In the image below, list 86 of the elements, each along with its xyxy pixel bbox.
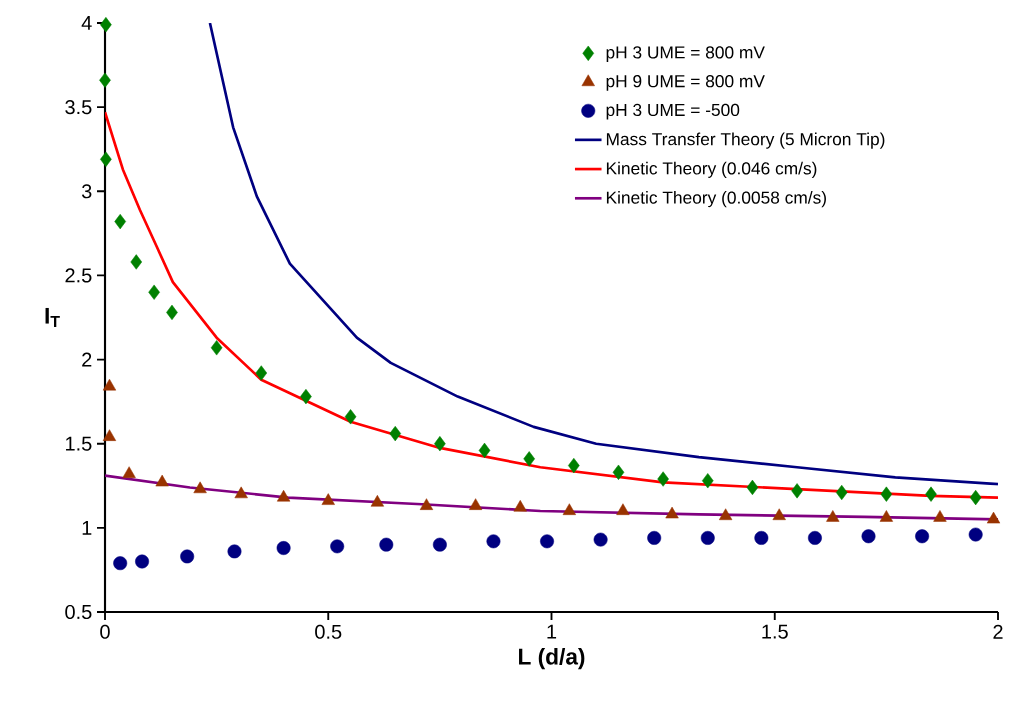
y-tick-label: 1	[82, 520, 92, 535]
point	[379, 537, 394, 552]
line-series	[208, 22, 998, 486]
point	[276, 489, 291, 502]
point	[540, 534, 554, 549]
point	[879, 510, 893, 522]
x-tick-label: 0.5	[315, 624, 342, 639]
legend-label: Mass Transfer Theory (5 Micron Tip)	[606, 132, 885, 149]
point	[486, 534, 501, 549]
point	[370, 495, 384, 507]
x-tick-label: 0	[100, 624, 110, 639]
point	[122, 466, 136, 478]
point	[389, 426, 401, 442]
point	[276, 541, 291, 555]
point	[647, 531, 662, 545]
legend-label: Kinetic Theory (0.0058 cm/s)	[606, 191, 826, 208]
point	[114, 213, 126, 230]
legend-label: pH 9 UME = 800 mV	[606, 75, 765, 91]
point	[478, 442, 491, 459]
point	[612, 464, 625, 480]
legend-label: pH 3 UME = -500	[606, 103, 740, 120]
y-axis-title: I$_{T}$	[45, 307, 60, 328]
y-tick-label: 0.5	[65, 604, 92, 620]
point	[432, 537, 447, 552]
point	[135, 554, 149, 569]
point	[113, 556, 128, 571]
point	[100, 17, 112, 33]
y-tick-label: 2.5	[65, 268, 92, 283]
point	[166, 304, 178, 321]
point	[700, 531, 715, 545]
legend-label: pH 3 UME = 800 mV	[606, 46, 765, 62]
point	[234, 486, 248, 499]
x-tick-label: 1	[547, 624, 557, 639]
y-tick-label: 4	[81, 16, 92, 30]
point	[754, 531, 769, 545]
y-tick-label: 2	[82, 352, 92, 367]
point	[468, 498, 483, 510]
point	[227, 544, 242, 559]
point	[746, 479, 759, 496]
point	[826, 510, 840, 522]
point	[702, 473, 714, 489]
point	[925, 486, 937, 502]
point	[719, 508, 733, 520]
legend-label: Kinetic Theory (0.046 cm/s)	[606, 161, 817, 178]
point	[880, 486, 893, 502]
point	[968, 527, 983, 542]
point	[193, 481, 207, 494]
point	[434, 436, 446, 452]
point	[100, 151, 112, 167]
point	[772, 508, 786, 520]
x-axis-title: L (d/a)	[519, 648, 585, 670]
point	[102, 378, 117, 391]
point	[933, 510, 947, 522]
point	[616, 503, 630, 515]
point	[180, 549, 195, 564]
y-tick-label: 1.5	[66, 436, 92, 451]
point	[915, 529, 930, 544]
point	[130, 254, 143, 270]
y-tick-label: 3	[81, 184, 92, 199]
point	[969, 489, 982, 506]
point	[300, 388, 312, 405]
y-tick-label: 3.5	[65, 100, 92, 115]
point	[835, 484, 848, 501]
point	[986, 511, 1001, 524]
point	[330, 539, 345, 554]
point	[419, 498, 434, 510]
point	[568, 457, 580, 474]
point	[148, 284, 160, 300]
point	[808, 531, 822, 545]
point	[513, 500, 527, 512]
x-tick-label: 1.5	[762, 624, 788, 639]
point	[155, 474, 169, 487]
point	[321, 493, 335, 505]
point	[255, 365, 268, 381]
point	[665, 506, 679, 519]
point	[523, 451, 535, 467]
point	[99, 72, 111, 88]
point	[861, 529, 876, 544]
point	[657, 471, 669, 487]
point	[102, 429, 117, 441]
point	[791, 483, 803, 499]
point	[593, 532, 608, 547]
point	[210, 340, 223, 356]
x-tick-label: 2	[993, 624, 1003, 639]
point	[344, 409, 357, 425]
point	[562, 503, 576, 515]
